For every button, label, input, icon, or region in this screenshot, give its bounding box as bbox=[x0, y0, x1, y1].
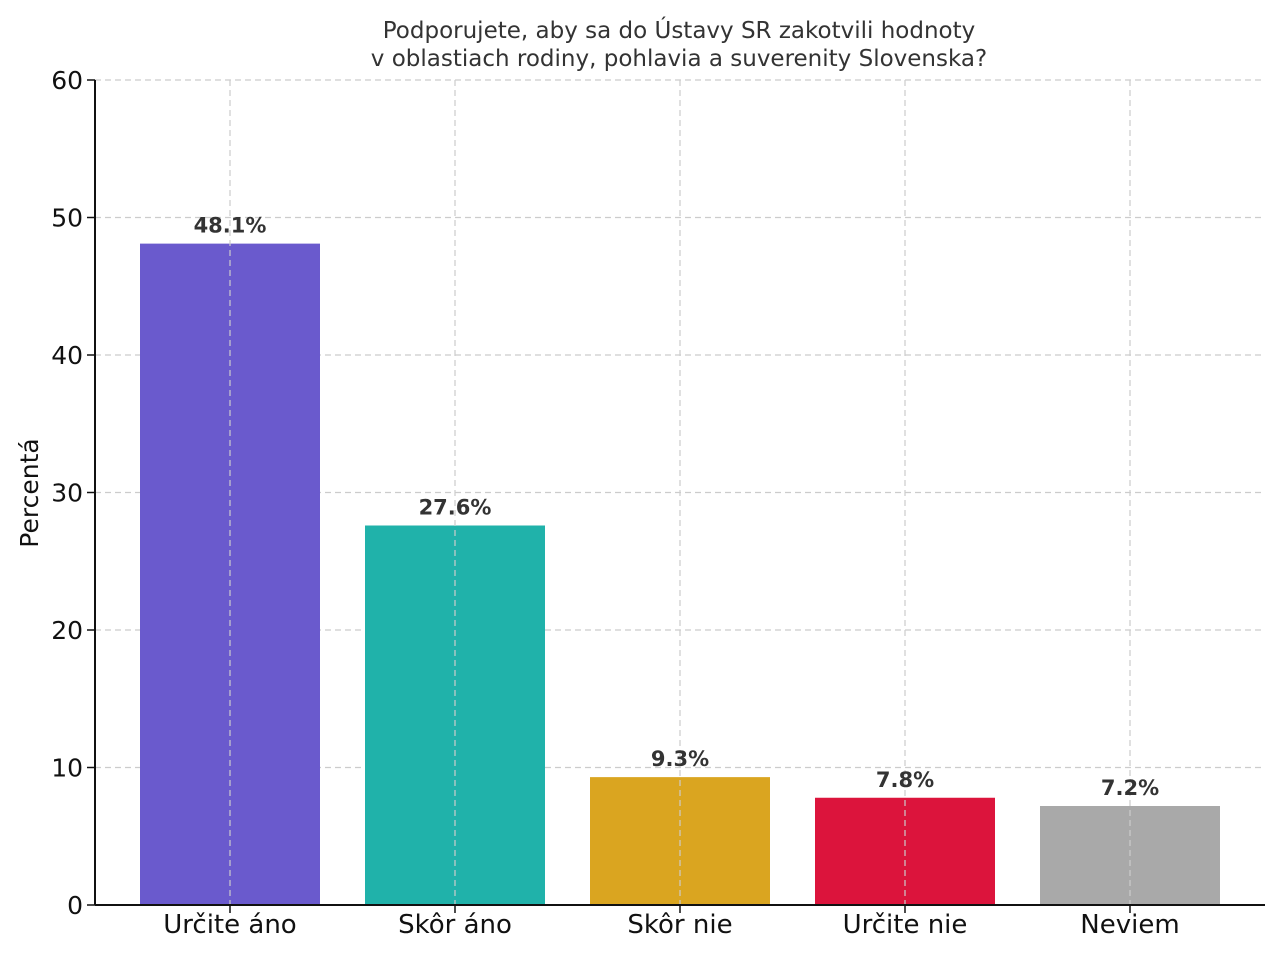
data-label: 7.8% bbox=[876, 768, 934, 792]
x-tick-label: Skôr áno bbox=[398, 910, 512, 940]
y-tick-label: 60 bbox=[51, 66, 83, 95]
x-tick-label: Určite áno bbox=[163, 910, 296, 940]
x-tick-label: Určite nie bbox=[843, 910, 968, 940]
data-label: 7.2% bbox=[1101, 776, 1159, 800]
data-label: 27.6% bbox=[419, 496, 492, 520]
y-tick-label: 50 bbox=[51, 204, 83, 233]
y-tick-label: 10 bbox=[51, 754, 83, 783]
vertical-grid-lines bbox=[229, 80, 1131, 905]
data-label: 48.1% bbox=[194, 214, 267, 238]
chart-title-line-1: Podporujete, aby sa do Ústavy SR zakotvi… bbox=[383, 16, 975, 44]
y-tick-label: 40 bbox=[51, 341, 83, 370]
y-tick-label: 0 bbox=[67, 891, 83, 920]
y-axis-label: Percentá bbox=[15, 438, 44, 547]
data-labels: 48.1% 27.6% 9.3% 7.8% 7.2% bbox=[194, 214, 1160, 800]
chart-title-line-2: v oblastiach rodiny, pohlavia a suvereni… bbox=[371, 46, 987, 72]
y-tick-label: 30 bbox=[51, 479, 83, 508]
y-tick-labels: 0 10 20 30 40 50 60 bbox=[51, 66, 95, 920]
x-tick-label: Neviem bbox=[1080, 910, 1179, 940]
data-label: 9.3% bbox=[651, 747, 709, 771]
x-category-labels: Určite áno Skôr áno Skôr nie Určite nie Nevi… bbox=[163, 905, 1180, 940]
y-tick-label: 20 bbox=[51, 616, 83, 645]
x-tick-label: Skôr nie bbox=[627, 910, 732, 940]
